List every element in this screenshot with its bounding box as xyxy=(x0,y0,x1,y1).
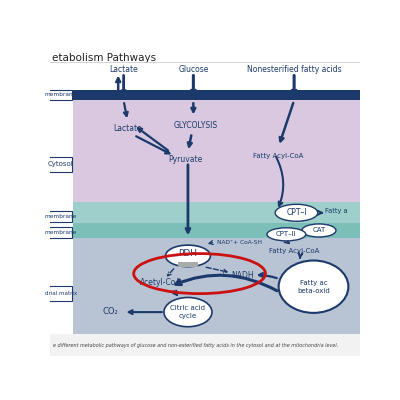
Ellipse shape xyxy=(164,298,212,327)
Text: NAD⁺+ CoA-SH: NAD⁺+ CoA-SH xyxy=(217,240,262,244)
Text: membrane: membrane xyxy=(45,92,77,98)
Text: Citric acid
cycle: Citric acid cycle xyxy=(170,305,206,319)
Text: Acetyl-CoA: Acetyl-CoA xyxy=(140,278,182,287)
Text: CAT: CAT xyxy=(312,228,326,234)
Bar xyxy=(73,202,364,223)
Ellipse shape xyxy=(302,224,336,237)
Bar xyxy=(73,238,364,334)
Bar xyxy=(73,48,364,90)
Text: NADH: NADH xyxy=(231,271,254,280)
Text: Cytosol: Cytosol xyxy=(48,161,74,167)
Text: GLYCOLYSIS: GLYCOLYSIS xyxy=(174,120,218,130)
FancyBboxPatch shape xyxy=(49,211,72,222)
Text: Fatty a: Fatty a xyxy=(325,208,348,214)
Text: membrane: membrane xyxy=(45,230,77,235)
Ellipse shape xyxy=(275,204,318,221)
Text: Fatty Acyl-CoA: Fatty Acyl-CoA xyxy=(254,153,304,159)
Text: drial matrix: drial matrix xyxy=(45,291,77,296)
Bar xyxy=(178,262,198,267)
Bar xyxy=(73,100,364,202)
Ellipse shape xyxy=(267,228,306,241)
Text: CPT–I: CPT–I xyxy=(286,208,307,217)
Text: Pyruvate: Pyruvate xyxy=(168,155,203,164)
Text: Glucose: Glucose xyxy=(178,65,208,74)
Text: membrane: membrane xyxy=(45,214,77,219)
Text: Fatty ac
beta-oxid: Fatty ac beta-oxid xyxy=(297,280,330,294)
Bar xyxy=(50,334,360,356)
FancyBboxPatch shape xyxy=(49,286,72,301)
Text: e different metabolic pathways of glucose and non-esterified fatty acids in the : e different metabolic pathways of glucos… xyxy=(53,343,338,348)
Text: etabolism Pathways: etabolism Pathways xyxy=(52,53,156,63)
Text: Fatty Acyl-CoA: Fatty Acyl-CoA xyxy=(269,248,319,254)
FancyBboxPatch shape xyxy=(49,228,72,238)
Ellipse shape xyxy=(166,245,210,267)
Bar xyxy=(73,90,364,100)
Ellipse shape xyxy=(279,260,348,313)
Text: PDH: PDH xyxy=(178,249,198,258)
Text: Nonesterified fatty acids: Nonesterified fatty acids xyxy=(247,65,342,74)
Text: CO₂: CO₂ xyxy=(102,307,118,316)
FancyBboxPatch shape xyxy=(49,90,72,100)
Text: Lactate: Lactate xyxy=(113,124,142,133)
Bar xyxy=(73,223,364,238)
FancyBboxPatch shape xyxy=(49,156,72,172)
Text: Lactate: Lactate xyxy=(109,65,138,74)
Text: CPT–II: CPT–II xyxy=(276,231,297,237)
